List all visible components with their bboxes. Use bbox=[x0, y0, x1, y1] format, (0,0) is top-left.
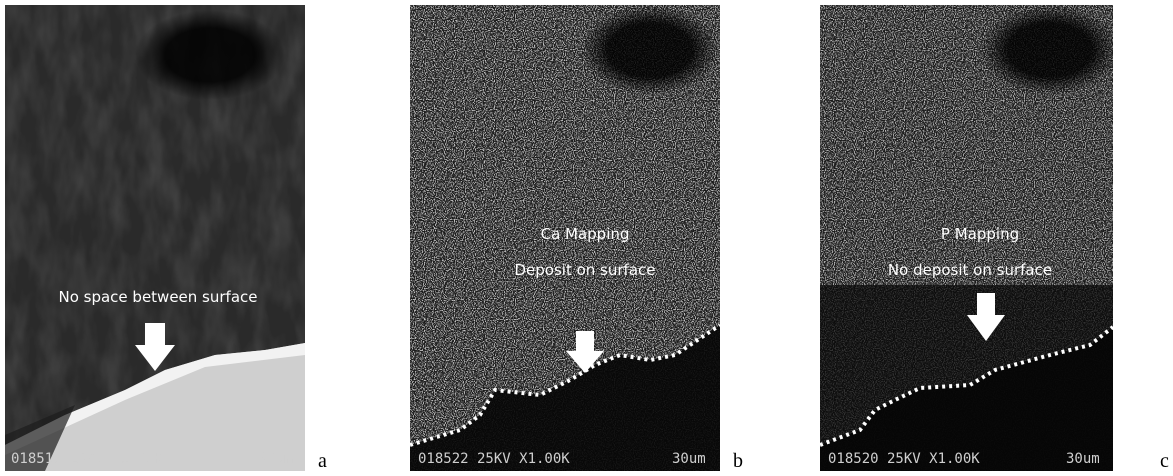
panel-label: c bbox=[1160, 450, 1169, 473]
annotation: Deposit on surface bbox=[515, 261, 656, 279]
panel-label: a bbox=[318, 450, 327, 473]
footer-info: 018518 25KV X1.00K bbox=[11, 451, 163, 467]
sem-panel: Ca Mapping Deposit on surface 018522 25K… bbox=[410, 5, 720, 471]
footer-info: 018522 25KV X1.00K bbox=[418, 451, 570, 467]
annotation: No space between surface bbox=[58, 288, 257, 306]
annotation: P Mapping bbox=[941, 225, 1019, 243]
footer-scale: 30um bbox=[672, 451, 706, 467]
footer-scale: 30um bbox=[259, 451, 293, 467]
annotation: Ca Mapping bbox=[541, 225, 630, 243]
footer-scale: 30um bbox=[1066, 451, 1100, 467]
footer-info: 018520 25KV X1.00K bbox=[828, 451, 980, 467]
sem-panel: P Mapping No deposit on surface 018520 2… bbox=[820, 5, 1113, 471]
panel-label: b bbox=[733, 450, 743, 473]
sem-panel: No space between surface 018518 25KV X1.… bbox=[5, 5, 305, 471]
sem-image bbox=[5, 5, 305, 471]
figure: No space between surface 018518 25KV X1.… bbox=[0, 0, 1173, 476]
annotation: No deposit on surface bbox=[888, 261, 1052, 279]
